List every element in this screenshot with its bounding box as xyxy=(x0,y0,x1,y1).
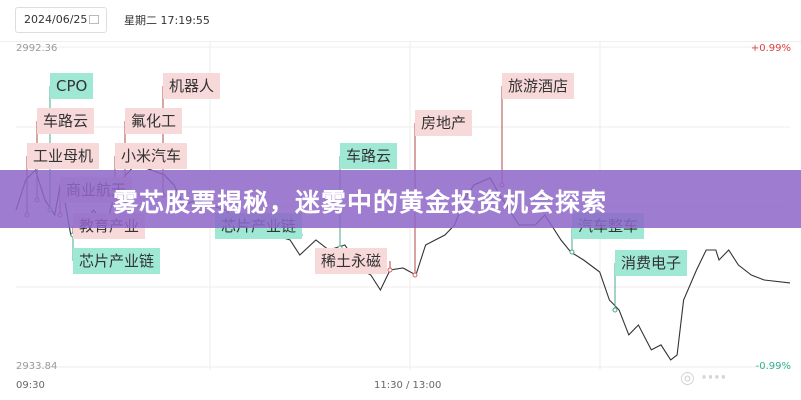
annotation-point xyxy=(387,267,393,273)
annotation-tag: 芯片产业链 xyxy=(73,248,161,274)
pct-min-label: -0.99% xyxy=(755,361,791,372)
annotation-tag: 消费电子 xyxy=(615,250,688,276)
x-tick-label: 09:30 xyxy=(16,380,45,391)
y-max-label: 2992.36 xyxy=(16,43,58,54)
watermark-logo: ◎ ···· xyxy=(680,368,727,388)
calendar-icon[interactable] xyxy=(89,15,99,24)
x-tick-label: 11:30 / 13:00 xyxy=(374,380,442,391)
date-picker[interactable]: 2024/06/25 xyxy=(15,7,107,33)
annotation-point xyxy=(612,307,618,313)
annotation-tag: 车路云 xyxy=(340,143,398,169)
pct-max-label: +0.99% xyxy=(750,43,791,54)
annotation-tag: 稀土永磁 xyxy=(315,248,388,274)
annotation-tag: 氟化工 xyxy=(125,108,183,134)
annotation-tag: 旅游酒店 xyxy=(502,73,575,99)
header-divider xyxy=(0,41,801,42)
annotation-tag: 机器人 xyxy=(163,73,221,99)
annotation-point xyxy=(569,249,575,255)
weekday-time: 星期二 17:19:55 xyxy=(124,14,210,27)
annotation-tag: 车路云 xyxy=(37,108,95,134)
title-banner xyxy=(0,170,801,228)
annotation-point xyxy=(412,272,418,278)
annotation-tag: CPO xyxy=(50,73,94,99)
banner-title: 雾芯股票揭秘，迷雾中的黄金投资机会探索 xyxy=(113,188,608,217)
y-min-label: 2933.84 xyxy=(16,361,58,372)
annotation-tag: 小米汽车 xyxy=(115,143,188,169)
annotation-tag: 房地产 xyxy=(415,110,473,136)
annotation-tag: 工业母机 xyxy=(27,143,100,169)
date-value: 2024/06/25 xyxy=(24,13,88,26)
